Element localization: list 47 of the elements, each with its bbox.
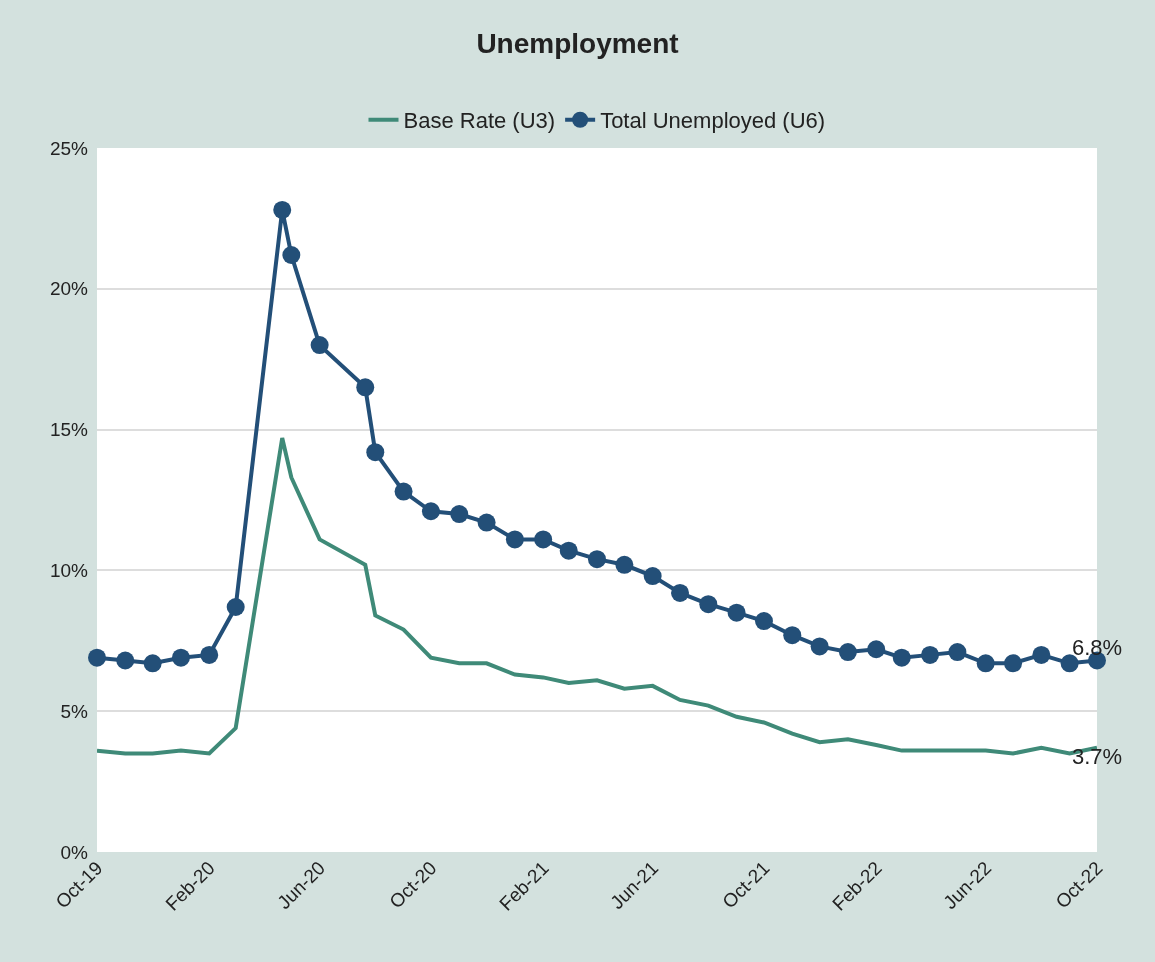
data-label: 6.8% [1071, 635, 1123, 661]
point [948, 643, 967, 662]
point [116, 651, 135, 670]
point [699, 595, 718, 614]
point [200, 645, 219, 664]
point [273, 200, 292, 219]
y-tick-label: 15% [49, 419, 89, 441]
point [1004, 654, 1023, 673]
y-tick-label: 5% [60, 700, 89, 722]
point [754, 612, 773, 631]
point [534, 530, 553, 549]
point [505, 530, 524, 549]
chart-title: Unemployment [476, 28, 679, 60]
y-tick-label: 25% [49, 137, 89, 159]
point [892, 648, 911, 667]
legend-label: Total Unemployed (U6) [600, 108, 826, 134]
point [867, 640, 886, 659]
point [366, 443, 385, 462]
point [838, 643, 857, 662]
y-tick-label: 10% [49, 560, 89, 582]
point [310, 336, 329, 355]
point [921, 645, 940, 664]
legend-label: Base Rate (U3) [403, 108, 556, 134]
point [143, 654, 162, 673]
point [588, 550, 606, 569]
data-label: 3.7% [1071, 744, 1123, 770]
point [1032, 645, 1051, 664]
point [226, 598, 245, 616]
y-tick-label: 0% [60, 841, 89, 863]
point [671, 583, 690, 602]
point [643, 567, 662, 586]
point [976, 654, 995, 673]
y-tick-label: 20% [49, 278, 89, 300]
point [615, 555, 634, 574]
point [356, 378, 375, 397]
point [477, 513, 496, 532]
point [810, 637, 829, 656]
point [421, 502, 440, 521]
point [783, 626, 802, 645]
point [171, 648, 190, 667]
point [450, 505, 469, 524]
point [394, 482, 413, 501]
point [727, 603, 746, 622]
point [1060, 654, 1079, 673]
point [559, 541, 578, 560]
point [88, 648, 106, 667]
point [282, 246, 301, 264]
